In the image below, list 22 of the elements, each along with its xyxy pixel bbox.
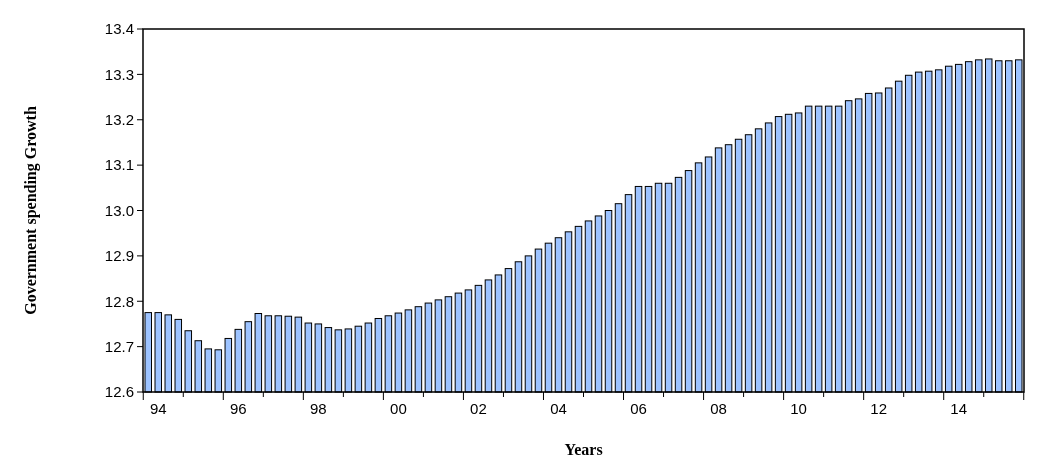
y-tick-label: 13.4 (104, 20, 134, 38)
x-tick-label: 08 (710, 400, 727, 417)
x-tick-label: 10 (790, 400, 807, 417)
y-tick-label: 13.2 (104, 111, 134, 128)
x-tick-label: 12 (870, 400, 888, 417)
x-tick-label: 02 (470, 400, 487, 417)
y-tick-label: 12.8 (104, 292, 134, 310)
y-tick-label: 13.3 (104, 65, 134, 83)
y-tick-label: 13.0 (104, 201, 134, 219)
x-tick-label: 14 (950, 400, 968, 417)
x-tick-label: 94 (149, 400, 167, 417)
y-axis-title: Government spending Growth (22, 106, 40, 315)
y-tick-label: 13.1 (104, 156, 134, 174)
x-tick-label: 04 (550, 400, 567, 417)
y-tick-label: 12.9 (104, 247, 134, 265)
x-tick-label: 00 (390, 400, 407, 417)
x-tick-label: 06 (630, 400, 647, 417)
x-axis-title: Years (564, 441, 603, 458)
x-tick-label: 96 (229, 400, 247, 417)
y-tick-label: 12.6 (104, 383, 134, 401)
y-tick-label: 12.7 (104, 337, 134, 355)
x-tick-label: 98 (310, 400, 327, 417)
